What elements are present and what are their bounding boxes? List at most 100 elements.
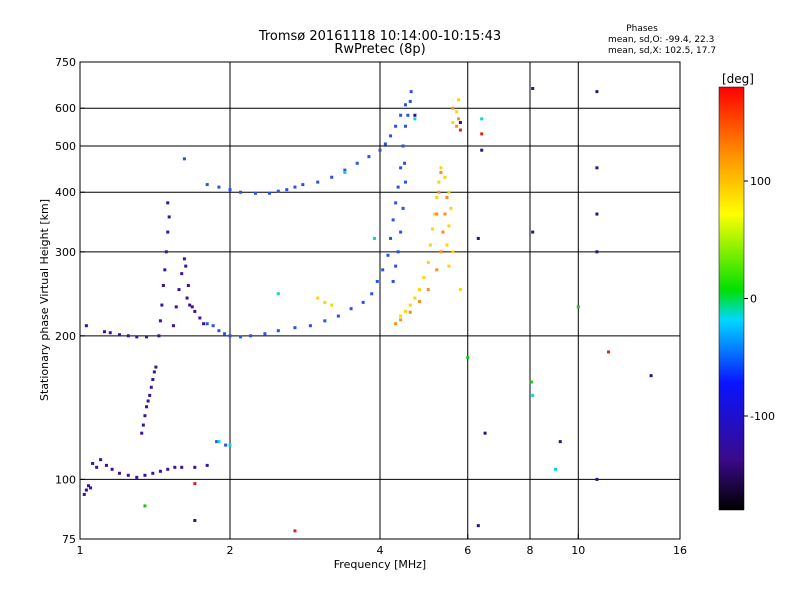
colorbar-label: [deg] bbox=[722, 72, 754, 86]
data-point bbox=[558, 440, 562, 444]
y-tick-label: 100 bbox=[55, 473, 76, 486]
x-axis: 1 2 4 6 8 10 16 bbox=[77, 534, 687, 557]
y-tick-label: 200 bbox=[55, 330, 76, 343]
data-point bbox=[228, 334, 232, 338]
data-point bbox=[202, 322, 206, 326]
grid-lines bbox=[80, 62, 680, 539]
data-point bbox=[403, 124, 407, 128]
data-point bbox=[174, 305, 178, 309]
data-point bbox=[529, 380, 533, 384]
data-point bbox=[417, 288, 421, 292]
data-point bbox=[217, 185, 221, 189]
data-point bbox=[451, 106, 455, 110]
x-tick-label: 10 bbox=[571, 544, 585, 557]
data-point bbox=[401, 144, 405, 148]
x-tick-label: 1 bbox=[77, 544, 84, 557]
data-point bbox=[108, 331, 112, 335]
phases-title: Phases bbox=[626, 24, 658, 34]
colorbar bbox=[718, 86, 745, 511]
data-point bbox=[239, 335, 243, 339]
data-point bbox=[177, 288, 181, 292]
data-point bbox=[143, 504, 147, 508]
data-point bbox=[166, 467, 170, 471]
data-point bbox=[408, 99, 412, 103]
data-point bbox=[145, 335, 149, 339]
data-point bbox=[413, 113, 417, 117]
data-point bbox=[399, 318, 403, 322]
data-point bbox=[198, 316, 202, 320]
data-point bbox=[408, 303, 412, 307]
data-point bbox=[228, 188, 232, 192]
data-point bbox=[531, 230, 535, 234]
x-tick-label: 6 bbox=[464, 544, 471, 557]
data-point bbox=[158, 319, 162, 323]
data-point bbox=[394, 322, 398, 326]
data-point bbox=[182, 157, 186, 161]
data-point bbox=[409, 90, 413, 94]
data-point bbox=[403, 309, 407, 313]
data-point bbox=[205, 463, 209, 467]
data-point bbox=[205, 183, 209, 187]
data-point bbox=[375, 279, 379, 283]
colorbar-ticks: 100 0 -100 bbox=[744, 175, 775, 423]
x-tick-label: 2 bbox=[227, 544, 234, 557]
data-point bbox=[381, 268, 385, 272]
data-point bbox=[330, 175, 334, 179]
y-tick-label: 500 bbox=[55, 140, 76, 153]
data-point bbox=[152, 370, 156, 374]
data-point bbox=[184, 264, 188, 268]
data-point bbox=[145, 405, 149, 409]
data-point bbox=[435, 195, 439, 199]
data-point bbox=[293, 326, 297, 330]
data-point bbox=[99, 458, 103, 462]
data-point bbox=[126, 473, 130, 477]
y-tick-label: 300 bbox=[55, 246, 76, 259]
data-point bbox=[391, 279, 395, 283]
data-point bbox=[82, 492, 86, 496]
data-point bbox=[449, 206, 453, 210]
data-point bbox=[439, 250, 443, 254]
y-axis: 75 100 200 300 400 500 600 750 bbox=[55, 56, 85, 546]
x-tick-label: 8 bbox=[527, 544, 534, 557]
data-point bbox=[408, 310, 412, 314]
data-point bbox=[140, 431, 144, 435]
data-point bbox=[158, 469, 162, 473]
data-point bbox=[141, 423, 145, 427]
data-point bbox=[595, 90, 599, 94]
data-point bbox=[378, 148, 382, 152]
data-point bbox=[437, 190, 441, 194]
data-point bbox=[417, 300, 421, 304]
x-tick-label: 16 bbox=[673, 544, 687, 557]
data-point bbox=[403, 103, 407, 107]
data-point bbox=[146, 399, 150, 403]
y-tick-label: 75 bbox=[62, 533, 76, 546]
data-point bbox=[447, 190, 451, 194]
data-point bbox=[399, 230, 403, 234]
data-point bbox=[180, 465, 184, 469]
data-point bbox=[458, 288, 462, 292]
data-point bbox=[531, 393, 535, 397]
y-axis-label: Stationary phase Virtual Height [km] bbox=[38, 199, 51, 401]
data-point bbox=[483, 431, 487, 435]
data-point bbox=[595, 477, 599, 481]
data-point bbox=[383, 142, 387, 146]
data-point bbox=[163, 268, 167, 272]
data-point bbox=[149, 385, 153, 389]
data-point bbox=[117, 333, 121, 337]
data-point bbox=[84, 324, 88, 328]
data-point bbox=[143, 414, 147, 418]
data-point bbox=[126, 334, 130, 338]
data-point bbox=[439, 170, 443, 174]
data-point bbox=[401, 206, 405, 210]
data-point bbox=[403, 180, 407, 184]
data-point bbox=[293, 185, 297, 189]
data-points bbox=[82, 86, 653, 533]
data-point bbox=[185, 296, 189, 300]
data-point bbox=[396, 185, 400, 189]
data-point bbox=[443, 175, 447, 179]
data-point bbox=[447, 264, 451, 268]
data-point bbox=[173, 465, 177, 469]
data-point bbox=[164, 250, 168, 254]
data-point bbox=[301, 183, 305, 187]
